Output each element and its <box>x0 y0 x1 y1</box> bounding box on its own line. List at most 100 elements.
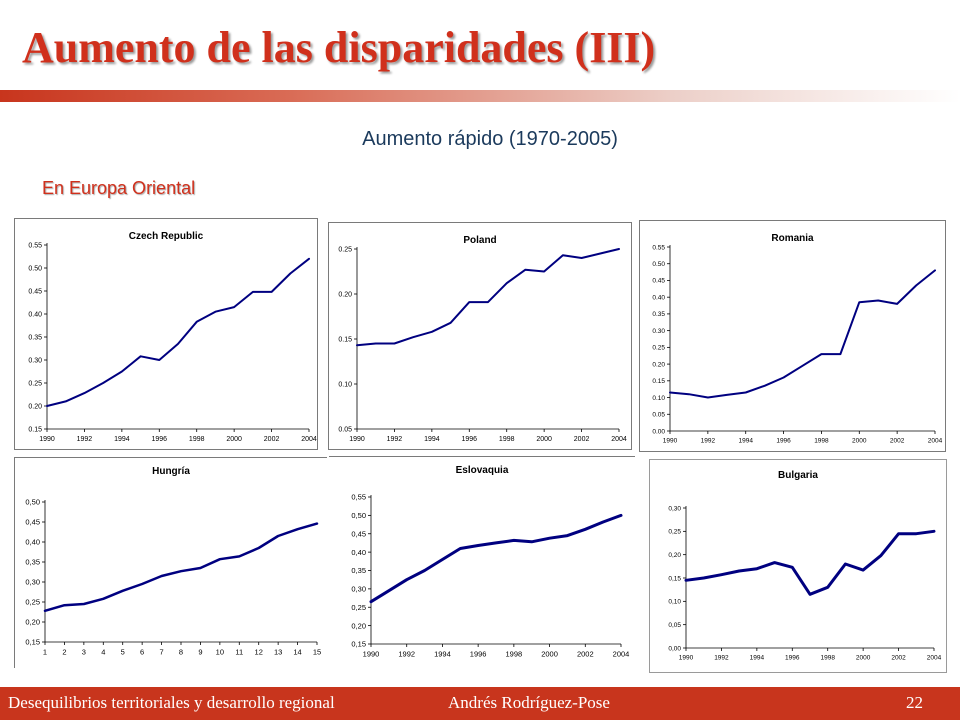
data-point <box>549 537 551 539</box>
x-tick-label: 4 <box>101 648 105 657</box>
y-tick-label: 0,40 <box>351 548 366 557</box>
x-tick-label: 2004 <box>611 436 627 443</box>
x-tick-label: 1994 <box>424 436 440 443</box>
y-tick-label: 0,20 <box>25 618 40 627</box>
data-point <box>599 252 601 255</box>
x-tick-label: 1998 <box>499 436 515 443</box>
y-tick-label: 0.05 <box>652 412 665 419</box>
x-tick-label: 2004 <box>613 650 630 659</box>
data-point <box>289 272 291 275</box>
data-point <box>102 382 104 384</box>
y-tick-label: 0.25 <box>338 246 352 253</box>
data-point <box>880 555 882 557</box>
data-point <box>602 521 604 523</box>
data-point <box>524 269 526 271</box>
y-tick-label: 0.40 <box>28 311 42 318</box>
x-tick-label: 2004 <box>928 438 943 445</box>
y-tick-label: 0,30 <box>351 585 366 594</box>
y-tick-label: 0,55 <box>351 493 366 502</box>
data-point <box>140 355 142 357</box>
x-tick-label: 7 <box>159 648 163 657</box>
page-number: 22 <box>906 693 923 712</box>
data-point <box>820 353 822 355</box>
y-tick-label: 0,30 <box>25 578 40 587</box>
data-point <box>543 270 545 273</box>
y-tick-label: 0.15 <box>28 426 42 433</box>
data-point <box>316 523 318 525</box>
x-tick-label: 12 <box>255 648 263 657</box>
y-tick-label: 0.20 <box>338 291 352 298</box>
series-line <box>46 257 310 407</box>
x-tick-label: 1996 <box>785 655 800 662</box>
y-tick-label: 0,00 <box>668 645 681 652</box>
y-tick-label: 0.05 <box>338 426 352 433</box>
data-point <box>827 586 829 588</box>
chart-title: Eslovaquia <box>456 465 509 476</box>
data-point <box>219 558 221 560</box>
y-tick-label: 0,05 <box>668 622 681 629</box>
data-point <box>839 353 841 355</box>
y-tick-label: 0,10 <box>668 599 681 606</box>
y-tick-label: 0.15 <box>652 378 665 385</box>
y-tick-label: 0.00 <box>652 428 665 435</box>
data-point <box>308 258 310 260</box>
data-point <box>506 282 508 284</box>
footer-course-title: Desequilibrios territoriales y desarroll… <box>8 693 335 712</box>
series-line <box>43 522 319 613</box>
x-tick-label: 14 <box>293 648 301 657</box>
y-tick-label: 0.25 <box>28 380 42 387</box>
data-point <box>669 391 671 394</box>
x-tick-label: 2004 <box>927 655 942 662</box>
data-point <box>158 359 160 361</box>
data-point <box>297 528 299 530</box>
x-tick-label: 9 <box>198 648 202 657</box>
data-point <box>745 391 747 394</box>
data-point <box>934 269 936 271</box>
x-tick-label: 1990 <box>663 438 678 445</box>
data-point <box>487 301 489 303</box>
data-point <box>844 563 846 565</box>
x-tick-label: 1998 <box>820 655 835 662</box>
y-tick-label: 0,20 <box>351 621 366 630</box>
series-line <box>684 529 936 596</box>
y-tick-label: 0,20 <box>668 552 681 559</box>
y-tick-label: 0.30 <box>28 357 42 364</box>
footer-author: Andrés Rodríguez-Pose <box>448 693 610 712</box>
footer-bar: Desequilibrios territoriales y desarroll… <box>0 687 960 720</box>
x-tick-label: 6 <box>140 648 144 657</box>
x-tick-label: 1994 <box>434 650 451 659</box>
x-tick-label: 1998 <box>814 438 829 445</box>
chart-romania: Romania 0.00 0.05 0.10 0.15 0.20 0.25 0.30 0.35 0… <box>639 220 946 452</box>
x-tick-label: 2002 <box>890 438 905 445</box>
y-tick-label: 0.55 <box>28 242 42 249</box>
region-label: En Europa Oriental <box>42 178 196 198</box>
data-point <box>783 376 785 379</box>
data-point <box>161 575 163 577</box>
chart-svg-czech-republic: Czech Republic 0.15 0.20 0.25 0.30 0.35 0.40 0.… <box>28 231 317 443</box>
x-tick-label: 1998 <box>189 436 205 443</box>
data-point <box>581 257 583 259</box>
x-tick-label: 2000 <box>852 438 867 445</box>
y-tick-label: 0.50 <box>652 261 665 268</box>
data-point <box>233 306 235 308</box>
x-tick-label: 1990 <box>679 655 694 662</box>
y-tick-label: 0.40 <box>652 294 665 301</box>
data-point <box>898 533 900 535</box>
data-point <box>406 579 408 581</box>
data-point <box>258 547 260 549</box>
x-tick-label: 2004 <box>301 436 317 443</box>
x-tick-label: 1996 <box>461 436 477 443</box>
data-point <box>477 544 479 547</box>
chart-svg-poland: Poland 0.05 0.10 0.15 0.20 0.25 1990 1992 1994 19… <box>338 235 627 443</box>
x-tick-label: 1994 <box>750 655 765 662</box>
chart-svg-bulgaria: Bulgaria 0,00 0,05 0,10 0,15 0,20 0,25 0,30 1990… <box>668 470 942 662</box>
y-tick-label: 0.25 <box>652 345 665 352</box>
data-point <box>271 291 273 293</box>
y-tick-label: 0,15 <box>668 575 681 582</box>
data-point <box>791 566 793 568</box>
x-tick-label: 2002 <box>577 650 594 659</box>
data-point <box>562 254 564 256</box>
y-tick-label: 0.50 <box>28 265 42 272</box>
data-point <box>495 542 497 544</box>
data-point <box>756 568 758 570</box>
